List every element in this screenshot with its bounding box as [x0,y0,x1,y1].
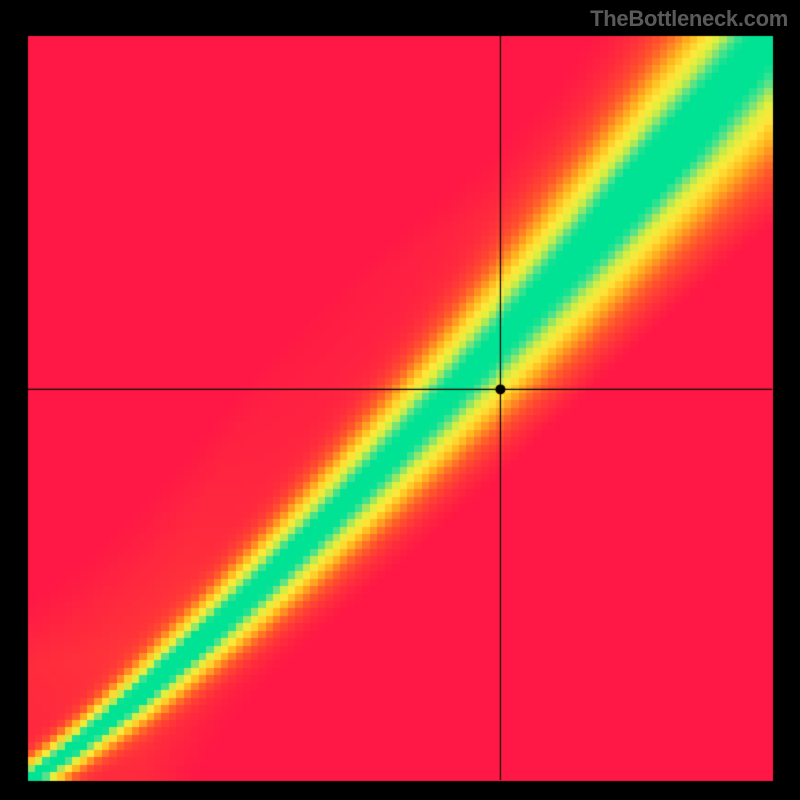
watermark-text: TheBottleneck.com [590,6,788,32]
chart-container: TheBottleneck.com [0,0,800,800]
heatmap-canvas [0,0,800,800]
